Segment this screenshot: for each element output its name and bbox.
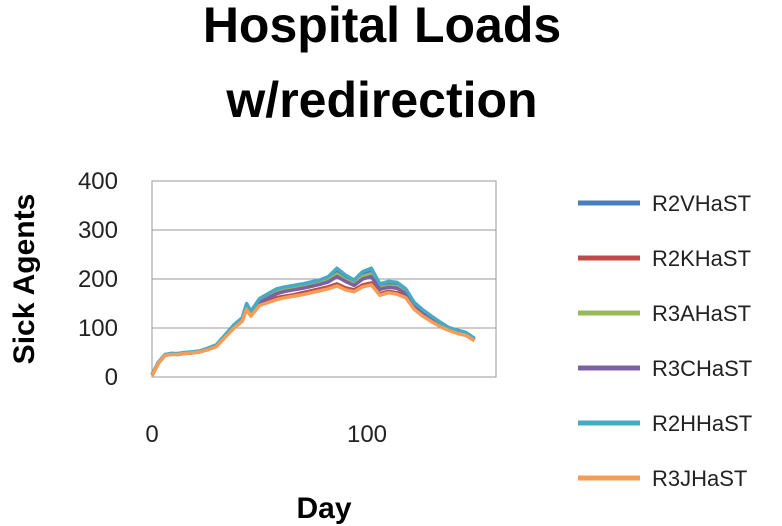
plot-area — [150, 180, 497, 378]
y-tick-labels: 0 100 200 300 400 — [78, 168, 118, 391]
y-tick-label: 100 — [78, 315, 118, 342]
chart-title-line1: Hospital Loads — [203, 0, 561, 53]
x-tick-label: 0 — [145, 421, 158, 448]
legend-label: R3CHaST — [652, 356, 752, 381]
y-tick-label: 200 — [78, 266, 118, 293]
legend: R2VHaST R2KHaST R3AHaST R3CHaST R2HHaST R3JHa… — [578, 191, 752, 491]
legend-label: R3AHaST — [652, 301, 751, 326]
y-tick-label: 400 — [78, 168, 118, 195]
chart-title-line2: w/redirection — [225, 72, 537, 128]
y-tick-label: 300 — [78, 217, 118, 244]
legend-label: R2HHaST — [652, 411, 752, 436]
series-line-R3JHaST — [150, 283, 476, 377]
series-line-R2KHaST — [150, 281, 476, 377]
y-tick-label: 0 — [105, 364, 118, 391]
legend-label: R2KHaST — [652, 246, 751, 271]
legend-label: R3JHaST — [652, 466, 747, 491]
legend-label: R2VHaST — [652, 191, 751, 216]
series-lines — [150, 266, 476, 377]
y-axis-title: Sick Agents — [8, 194, 41, 365]
x-tick-labels: 0 100 — [145, 421, 387, 448]
x-tick-label: 100 — [347, 421, 387, 448]
x-axis-title: Day — [296, 492, 351, 525]
